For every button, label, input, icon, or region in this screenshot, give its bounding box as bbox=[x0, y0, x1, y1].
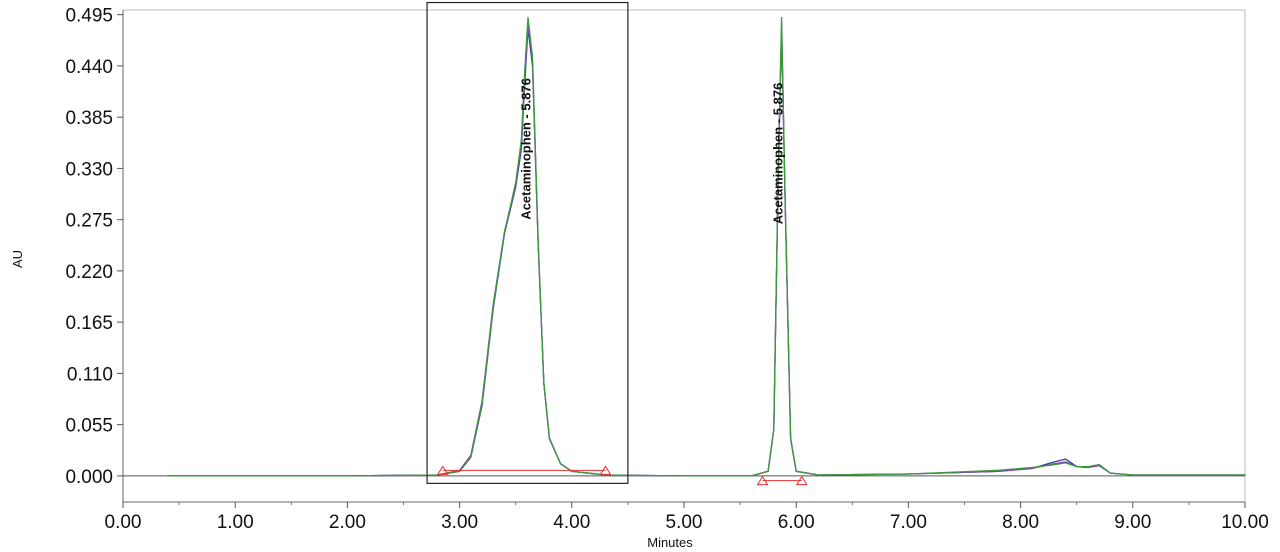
y-tick-label: 0.110 bbox=[67, 364, 113, 385]
baseline-marker-triangle bbox=[599, 465, 612, 475]
y-tick-label: 0.330 bbox=[65, 159, 113, 180]
y-tick-label: 0.055 bbox=[65, 416, 113, 437]
x-tick-label: 7.00 bbox=[890, 512, 927, 533]
baseline-marker-triangle bbox=[756, 475, 769, 486]
x-tick-label: 9.00 bbox=[1114, 512, 1151, 533]
x-tick-label: 4.00 bbox=[553, 512, 590, 533]
x-tick-label: 6.00 bbox=[778, 512, 815, 533]
x-tick-label: 2.00 bbox=[329, 512, 366, 533]
zoom-rectangle bbox=[426, 1, 629, 484]
y-tick-label: 0.220 bbox=[65, 262, 113, 283]
series-layer bbox=[167, 16, 1246, 477]
y-tick-label: 0.165 bbox=[65, 313, 113, 334]
tick-marks: 0.00 1.00 2.00 3.00 4.00 5.00 6.00 7.00 8.00 9.00… bbox=[65, 6, 1268, 533]
annotation-layer: Acetaminophen - 5.876 Acetaminophen - 5.8… bbox=[518, 78, 785, 224]
x-tick-label: 3.00 bbox=[441, 512, 478, 533]
x-tick-label: 10.00 bbox=[1221, 512, 1269, 533]
x-tick-label: 8.00 bbox=[1002, 512, 1039, 533]
peak-label-2: Acetaminophen - 5.876 bbox=[771, 83, 786, 225]
x-axis-label: Minutes bbox=[647, 535, 693, 550]
baseline-layer bbox=[436, 465, 808, 486]
y-tick-label: 0.495 bbox=[65, 6, 113, 27]
x-tick-label: 0.00 bbox=[105, 512, 142, 533]
x-tick-label: 5.00 bbox=[666, 512, 703, 533]
x-tick-label: 1.00 bbox=[217, 512, 254, 533]
peak-label-1: Acetaminophen - 5.876 bbox=[518, 78, 533, 220]
baseline-marker-triangle bbox=[795, 475, 808, 486]
series-line-3 bbox=[167, 16, 1246, 477]
zoom-box-layer bbox=[426, 1, 629, 484]
baseline-marker-triangle bbox=[436, 465, 449, 475]
y-tick-label: 0.275 bbox=[65, 211, 113, 232]
y-axis-label: AU bbox=[10, 250, 25, 268]
y-tick-label: 0.385 bbox=[65, 108, 113, 129]
y-tick-label: 0.000 bbox=[65, 467, 113, 488]
y-tick-label: 0.440 bbox=[65, 57, 113, 78]
